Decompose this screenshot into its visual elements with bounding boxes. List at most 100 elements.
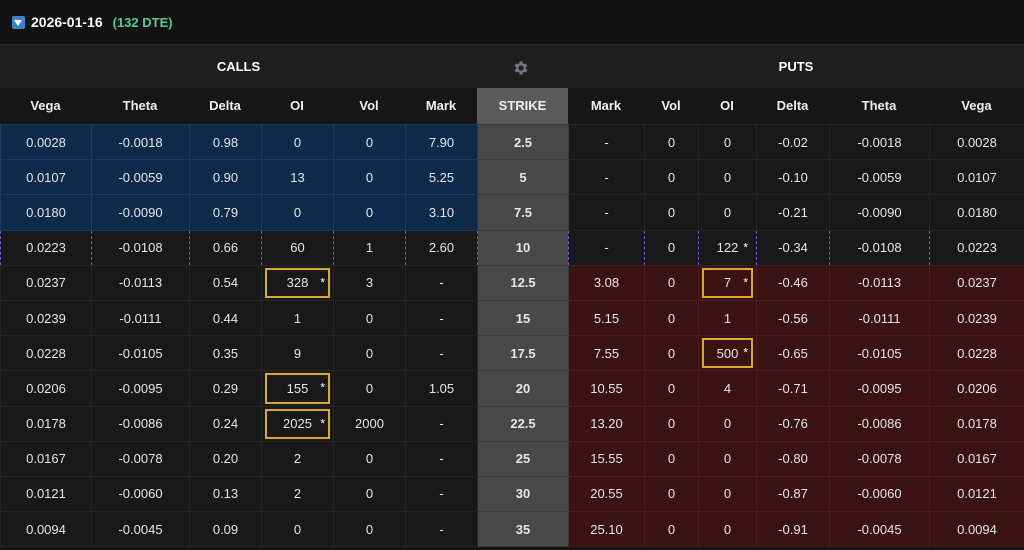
put-vol-cell[interactable]: 0	[644, 511, 699, 548]
call-mark-cell[interactable]: 5.25	[405, 159, 478, 196]
option-row[interactable]: 0.0223 -0.0108 0.66 60 1 2.60 10 - 0 122 * -0.34 -0.…	[0, 229, 1024, 266]
option-row[interactable]: 0.0206 -0.0095 0.29 155 * 0 1.05 20 10.55 0 4 -0.71…	[0, 370, 1024, 407]
put-vega-cell[interactable]: 0.0206	[929, 370, 1024, 407]
option-row[interactable]: 0.0180 -0.0090 0.79 0 0 3.10 7.5 - 0 0 -0.21 -0.009…	[0, 194, 1024, 231]
put-vol-cell[interactable]: 0	[644, 440, 699, 477]
call-vol-cell[interactable]: 0	[333, 194, 406, 231]
put-theta-cell[interactable]: -0.0059	[829, 159, 930, 196]
put-delta-cell[interactable]: -0.76	[756, 405, 830, 442]
put-oi-cell[interactable]: 7 *	[698, 264, 757, 301]
put-vol-cell[interactable]: 0	[644, 264, 699, 301]
col-header-call-mark[interactable]: Mark	[425, 98, 457, 113]
call-theta-cell[interactable]: -0.0113	[91, 264, 190, 301]
call-theta-cell[interactable]: -0.0111	[91, 299, 190, 337]
option-row[interactable]: 0.0121 -0.0060 0.13 2 0 - 30 20.55 0 0 -0.87 -0.006…	[0, 475, 1024, 513]
option-row[interactable]: 0.0028 -0.0018 0.98 0 0 7.90 2.5 - 0 0 -0.02 -0.001…	[0, 123, 1024, 161]
call-oi-cell[interactable]: 155 *	[261, 370, 334, 407]
strike-cell[interactable]: 10	[477, 229, 569, 266]
put-vega-cell[interactable]: 0.0107	[929, 159, 1024, 196]
put-vol-cell[interactable]: 0	[644, 370, 699, 407]
put-theta-cell[interactable]: -0.0078	[829, 440, 930, 477]
option-row[interactable]: 0.0228 -0.0105 0.35 9 0 - 17.5 7.55 0 500 * -0.65 -0…	[0, 335, 1024, 372]
call-oi-cell[interactable]: 9	[261, 335, 334, 372]
call-delta-cell[interactable]: 0.20	[189, 440, 262, 477]
col-header-put-delta[interactable]: Delta	[776, 98, 809, 113]
call-vega-cell[interactable]: 0.0180	[0, 194, 92, 231]
put-vega-cell[interactable]: 0.0223	[929, 229, 1024, 266]
option-row[interactable]: 0.0237 -0.0113 0.54 328 * 3-12.5 3.08 0 7 * -0.46-…	[0, 264, 1024, 301]
strike-cell[interactable]: 25	[477, 440, 569, 477]
put-vol-cell[interactable]: 0	[644, 405, 699, 442]
expiration-header[interactable]: 2026-01-16 (132 DTE)	[0, 0, 1024, 44]
call-mark-cell[interactable]: -	[405, 511, 478, 548]
call-vol-cell[interactable]: 0	[333, 123, 406, 161]
put-oi-cell[interactable]: 0	[698, 123, 757, 161]
col-header-put-vega[interactable]: Vega	[961, 98, 992, 113]
put-vol-cell[interactable]: 0	[644, 299, 699, 337]
call-mark-cell[interactable]: 7.90	[405, 123, 478, 161]
call-oi-cell[interactable]: 0	[261, 194, 334, 231]
call-vega-cell[interactable]: 0.0167	[0, 440, 92, 477]
col-header-put-oi[interactable]: OI	[720, 98, 734, 113]
put-mark-cell[interactable]: 5.15	[568, 299, 645, 337]
put-vega-cell[interactable]: 0.0237	[929, 264, 1024, 301]
strike-cell[interactable]: 7.5	[477, 194, 569, 231]
put-theta-cell[interactable]: -0.0113	[829, 264, 930, 301]
put-mark-cell[interactable]: 3.08	[568, 264, 645, 301]
call-delta-cell[interactable]: 0.29	[189, 370, 262, 407]
call-delta-cell[interactable]: 0.98	[189, 123, 262, 161]
strike-cell[interactable]: 12.5	[477, 264, 569, 301]
put-oi-cell[interactable]: 0	[698, 511, 757, 548]
put-vega-cell[interactable]: 0.0239	[929, 299, 1024, 337]
put-delta-cell[interactable]: -0.02	[756, 123, 830, 161]
call-delta-cell[interactable]: 0.35	[189, 335, 262, 372]
put-delta-cell[interactable]: -0.91	[756, 511, 830, 548]
call-oi-cell[interactable]: 2	[261, 440, 334, 477]
call-vol-cell[interactable]: 0	[333, 440, 406, 477]
put-vega-cell[interactable]: 0.0167	[929, 440, 1024, 477]
put-vol-cell[interactable]: 0	[644, 123, 699, 161]
put-vega-cell[interactable]: 0.0028	[929, 123, 1024, 161]
option-row[interactable]: 0.0178 -0.0086 0.24 2025 * 2000 - 22.5 13.20 0 0 -0…	[0, 405, 1024, 442]
put-vega-cell[interactable]: 0.0094	[929, 511, 1024, 548]
call-vol-cell[interactable]: 0	[333, 475, 406, 513]
put-delta-cell[interactable]: -0.65	[756, 335, 830, 372]
call-vol-cell[interactable]: 0	[333, 370, 406, 407]
call-vol-cell[interactable]: 2000	[333, 405, 406, 442]
call-vol-cell[interactable]: 0	[333, 335, 406, 372]
strike-cell[interactable]: 20	[477, 370, 569, 407]
call-vol-cell[interactable]: 0	[333, 299, 406, 337]
put-oi-cell[interactable]: 4	[698, 370, 757, 407]
expand-arrow-icon[interactable]	[12, 15, 25, 29]
option-row[interactable]: 0.0107 -0.0059 0.90 13 0 5.25 5 - 0 0 -0.10 -0.0059…	[0, 159, 1024, 196]
put-oi-cell[interactable]: 0	[698, 194, 757, 231]
put-oi-cell[interactable]: 122 *	[698, 229, 757, 266]
call-mark-cell[interactable]: -	[405, 299, 478, 337]
call-vega-cell[interactable]: 0.0239	[0, 299, 92, 337]
put-delta-cell[interactable]: -0.71	[756, 370, 830, 407]
strike-cell[interactable]: 35	[477, 511, 569, 548]
strike-cell[interactable]: 15	[477, 299, 569, 337]
call-vega-cell[interactable]: 0.0237	[0, 264, 92, 301]
call-theta-cell[interactable]: -0.0105	[91, 335, 190, 372]
call-vega-cell[interactable]: 0.0028	[0, 123, 92, 161]
call-oi-cell[interactable]: 0	[261, 123, 334, 161]
call-vega-cell[interactable]: 0.0094	[0, 511, 92, 548]
strike-cell[interactable]: 2.5	[477, 123, 569, 161]
put-oi-cell[interactable]: 0	[698, 159, 757, 196]
strike-cell[interactable]: 17.5	[477, 335, 569, 372]
put-mark-cell[interactable]: 15.55	[568, 440, 645, 477]
call-delta-cell[interactable]: 0.24	[189, 405, 262, 442]
call-oi-cell[interactable]: 0	[261, 511, 334, 548]
call-delta-cell[interactable]: 0.13	[189, 475, 262, 513]
col-header-put-mark[interactable]: Mark	[590, 98, 622, 113]
put-mark-cell[interactable]: 7.55	[568, 335, 645, 372]
call-delta-cell[interactable]: 0.09	[189, 511, 262, 548]
put-mark-cell[interactable]: -	[568, 123, 645, 161]
call-delta-cell[interactable]: 0.90	[189, 159, 262, 196]
call-mark-cell[interactable]: -	[405, 405, 478, 442]
col-header-put-theta[interactable]: Theta	[861, 98, 897, 113]
call-vega-cell[interactable]: 0.0206	[0, 370, 92, 407]
put-oi-cell[interactable]: 0	[698, 475, 757, 513]
call-delta-cell[interactable]: 0.54	[189, 264, 262, 301]
